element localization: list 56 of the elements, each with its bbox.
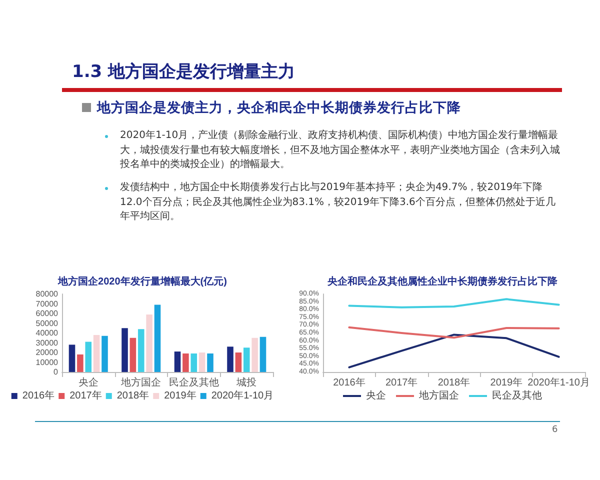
bar	[190, 353, 198, 372]
bar	[198, 352, 206, 372]
legend-label: 央企	[366, 390, 386, 402]
y-tick-label: 0	[54, 368, 59, 376]
y-tick-label: 40000	[36, 328, 59, 338]
x-tick-label: 民企及其他	[168, 376, 219, 388]
x-tick-label: 2019年	[490, 376, 523, 388]
bar	[93, 334, 100, 372]
legend-label: 2019年	[164, 390, 196, 402]
legend-label: 2018年	[116, 390, 150, 402]
x-tick-label: 2020年1-10月	[528, 376, 590, 388]
bar	[130, 338, 136, 372]
chart-title: 地方国企2020年发行量增幅最大(亿元)	[57, 276, 227, 288]
bar	[252, 338, 258, 372]
legend-label: 民企及其他	[492, 390, 542, 402]
y-tick-label: 20000	[36, 348, 59, 357]
chart-title: 央企和民企及其他属性企业中长期债券发行占比下降	[326, 276, 558, 288]
y-tick-label: 10000	[36, 358, 59, 367]
text: 6	[552, 425, 558, 435]
x-tick-label: 2016年	[333, 376, 366, 388]
x-tick-label: 城投	[236, 376, 257, 388]
legend-label: 2016年	[22, 390, 55, 402]
legend-label: 2017年	[70, 390, 102, 402]
text: 2020年1-10月，产业债（剔除金融行业、政府支持机构债、国际机构债）中地方国企发行量增幅最大，城投债发行量也有较大幅度增长，但不及地方国企整体水平，表明产业类地方国企（含未列入城投名单中的类城投企业）的增幅最大。	[120, 129, 560, 172]
line-series	[348, 334, 560, 368]
bar	[182, 353, 189, 372]
bar	[174, 352, 181, 372]
text: 发债结构中，地方国企中长期债券发行占比与2019年基本持平；央企为49.7%，较2019年下降12.0个百分点；民企及其他属性企业为83.1%，较2019年下降3.6个百分点，但整体仍然处于近几年平均区间。	[120, 181, 556, 224]
y-tick-label: 80000	[36, 290, 59, 298]
text: 地方国企是发债主力，央企和民企中长期债券发行占比下降	[97, 99, 461, 117]
y-tick-label: 70000	[36, 299, 59, 308]
line-series	[348, 298, 560, 308]
y-tick-label: 60000	[36, 309, 59, 318]
line-series	[348, 326, 560, 339]
bar	[122, 328, 128, 372]
bar	[235, 352, 242, 372]
bar	[207, 353, 214, 372]
x-tick-label: 央企	[78, 376, 98, 388]
bar	[146, 314, 152, 372]
bar	[68, 344, 76, 372]
x-tick-label: 2018年	[438, 376, 470, 388]
x-tick-label: 地方国企	[120, 376, 162, 388]
bar	[85, 342, 92, 372]
y-tick-label: 50000	[36, 318, 59, 328]
bar	[227, 346, 234, 372]
bar	[138, 329, 144, 372]
bar	[77, 354, 84, 372]
bar	[260, 336, 266, 372]
legend-label: 2020年1-10月	[211, 390, 274, 402]
bar	[102, 336, 108, 372]
bar	[154, 304, 161, 372]
legend-label: 地方国企	[418, 390, 459, 402]
x-tick-label: 2017年	[385, 376, 418, 388]
bar	[243, 348, 250, 372]
text: 1.3 地方国企是发行增量主力	[72, 61, 296, 83]
y-tick-label: 30000	[36, 338, 59, 348]
